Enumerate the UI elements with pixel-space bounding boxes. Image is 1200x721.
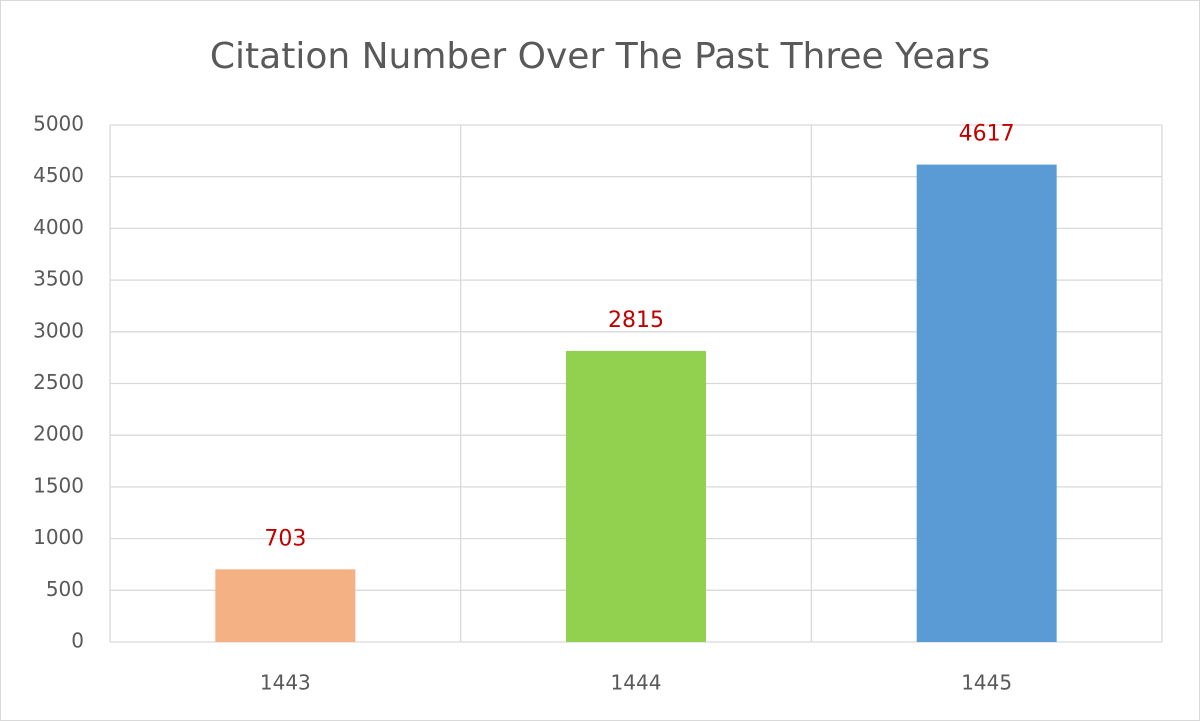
bar — [916, 164, 1057, 642]
y-tick-label: 4000 — [33, 215, 84, 239]
value-label: 703 — [264, 526, 306, 551]
y-tick-label: 500 — [46, 577, 84, 601]
x-tick-label: 1443 — [260, 671, 311, 695]
x-tick-label: 1444 — [611, 671, 662, 695]
x-tick-label: 1445 — [961, 671, 1012, 695]
y-tick-label: 5000 — [33, 112, 84, 136]
y-tick-label: 0 — [71, 629, 84, 653]
y-tick-label: 4500 — [33, 163, 84, 187]
value-label: 4617 — [959, 122, 1015, 147]
y-tick-label: 2500 — [33, 370, 84, 394]
chart-title: Citation Number Over The Past Three Year… — [210, 36, 990, 77]
y-tick-label: 1000 — [33, 525, 84, 549]
y-tick-label: 1500 — [33, 473, 84, 497]
y-tick-label: 3500 — [33, 267, 84, 291]
y-tick-label: 2000 — [33, 422, 84, 446]
y-tick-label: 3000 — [33, 318, 84, 342]
bar — [215, 569, 356, 642]
bar — [566, 350, 706, 642]
value-label: 2815 — [608, 308, 664, 333]
